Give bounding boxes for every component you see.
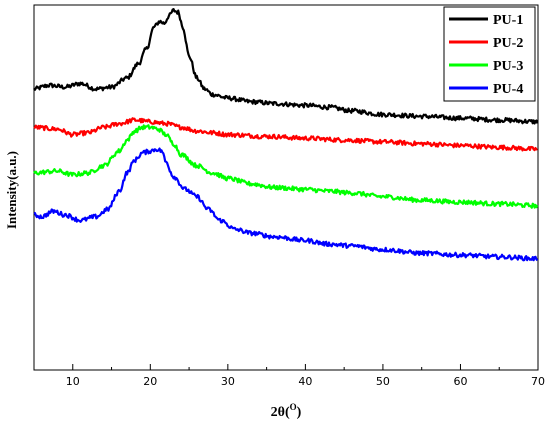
x-tick-label: 30 <box>221 375 235 388</box>
x-axis-label-main: 2θ( <box>271 405 290 420</box>
x-tick-label: 70 <box>531 375 545 388</box>
series-layer <box>33 8 539 262</box>
x-tick-label: 20 <box>143 375 157 388</box>
x-axis-label: 2θ(O) <box>271 402 302 420</box>
plot-frame <box>33 4 539 371</box>
legend-label-pu-1: PU-1 <box>493 13 523 28</box>
series-line-pu-3 <box>33 124 539 209</box>
series-line-pu-1 <box>33 8 539 125</box>
x-tick-label: 10 <box>66 375 80 388</box>
legend-label-pu-2: PU-2 <box>493 36 523 51</box>
x-axis-ticks: 10 20 30 40 50 60 70 <box>33 364 545 388</box>
y-axis-label: Intensity(a.u.) <box>4 151 19 229</box>
legend-label-pu-4: PU-4 <box>493 82 523 97</box>
x-axis-label-sup: O <box>290 402 297 412</box>
x-axis-label-end: ) <box>297 405 302 420</box>
legend: PU-1 PU-2 PU-3 PU-4 <box>443 6 536 102</box>
series-line-pu-4 <box>33 147 539 262</box>
legend-label-pu-3: PU-3 <box>493 59 523 74</box>
x-tick-label: 60 <box>453 375 467 388</box>
x-tick-label: 40 <box>298 375 312 388</box>
x-tick-label: 50 <box>376 375 390 388</box>
series-line-pu-2 <box>33 117 538 152</box>
legend-box <box>443 6 536 102</box>
